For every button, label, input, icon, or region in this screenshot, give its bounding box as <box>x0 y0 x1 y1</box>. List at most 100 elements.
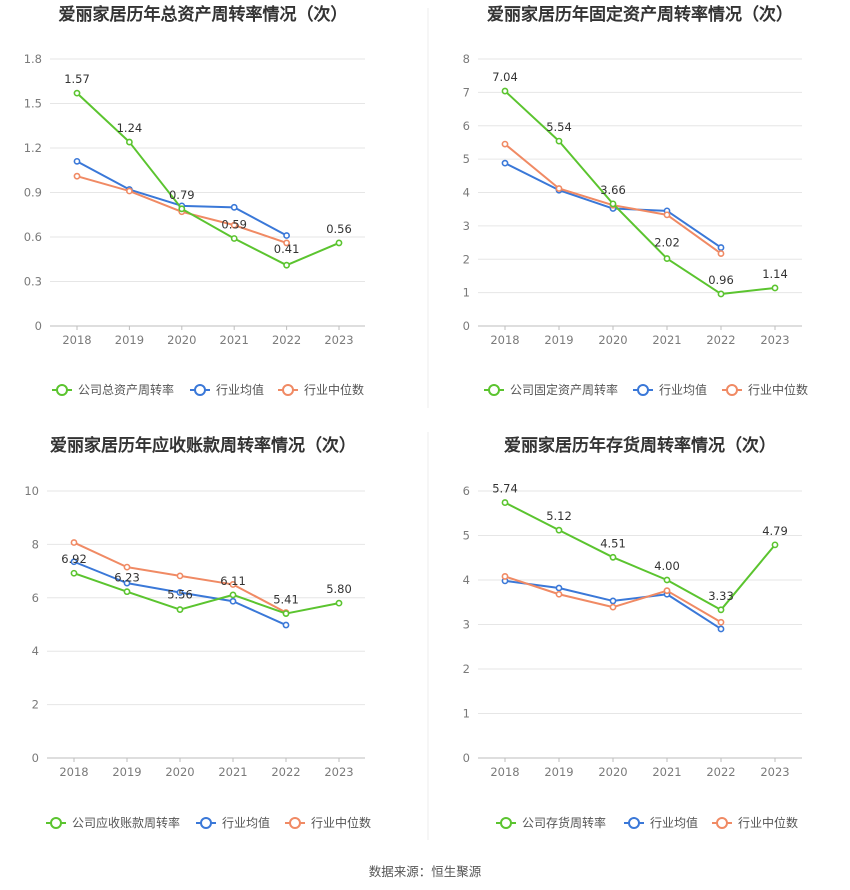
x-tick-label: 2023 <box>324 765 353 779</box>
data-label: 3.33 <box>708 589 734 603</box>
legend-label: 公司存货周转率 <box>522 815 606 830</box>
series-point-2 <box>717 244 725 251</box>
series-point-2 <box>501 159 509 167</box>
chart-panel-1: 爱丽家居历年总资产周转率情况（次） 0 0.3 0.6 0.9 1.2 1.5 1.8 2018… <box>24 4 365 397</box>
series-point-1 <box>609 553 617 561</box>
x-tick-label: 2020 <box>167 333 196 347</box>
legend-item-2: 行业均值 <box>190 382 264 397</box>
y-tick-label: 2 <box>32 698 39 712</box>
series-point-3 <box>717 250 725 257</box>
x-tick-label: 2020 <box>598 333 627 347</box>
source-note: 数据来源：恒生聚源 <box>369 864 482 879</box>
series-point-3 <box>663 211 671 219</box>
series-point-2 <box>230 203 238 211</box>
legend-swatch-marker <box>50 817 62 829</box>
y-tick-label: 5 <box>463 152 470 166</box>
series-point-3 <box>555 590 563 598</box>
series-point-1 <box>771 541 779 549</box>
data-label: 5.54 <box>546 120 572 134</box>
x-tick-label: 2018 <box>59 765 88 779</box>
legend-item-3: 行业中位数 <box>278 382 364 397</box>
legend-swatch-marker <box>716 817 728 829</box>
data-label: 5.12 <box>546 509 572 523</box>
y-tick-label: 7 <box>463 85 470 99</box>
series-point-3 <box>663 587 671 595</box>
series-point-3 <box>176 572 184 580</box>
data-label: 4.51 <box>600 536 626 550</box>
x-tick-label: 2023 <box>760 765 789 779</box>
legend-swatch-marker <box>282 384 294 396</box>
x-tick-label: 2021 <box>652 765 681 779</box>
series-line-1 <box>76 92 340 267</box>
series-line-3 <box>504 143 722 255</box>
y-tick-label: 4 <box>463 573 470 587</box>
x-tick-label: 2021 <box>218 765 247 779</box>
legend-item-3: 行业中位数 <box>712 815 798 830</box>
series-point-3 <box>230 221 238 229</box>
series-point-2 <box>70 558 78 566</box>
x-tick-label: 2019 <box>112 765 141 779</box>
x-tick-label: 2018 <box>62 333 91 347</box>
series-point-2 <box>73 157 81 165</box>
y-tick-label: 8 <box>32 537 39 551</box>
series-point-3 <box>501 140 509 148</box>
y-tick-label: 0.6 <box>24 230 42 244</box>
y-tick-label: 2 <box>463 662 470 676</box>
legend-item-3: 行业中位数 <box>722 382 808 397</box>
y-tick-label: 8 <box>463 52 470 66</box>
series-point-2 <box>717 625 725 633</box>
x-tick-label: 2019 <box>544 333 573 347</box>
legend-swatch-marker <box>637 384 649 396</box>
y-tick-label: 6 <box>32 591 39 605</box>
legend-item-2: 行业均值 <box>633 382 707 397</box>
y-tick-label: 1.2 <box>24 141 42 155</box>
y-tick-label: 0 <box>32 751 39 765</box>
legend-item-1: 公司总资产周转率 <box>52 382 174 397</box>
data-label: 6.92 <box>61 552 87 566</box>
x-tick-label: 2022 <box>706 333 735 347</box>
legend-swatch-marker <box>628 817 640 829</box>
y-tick-label: 0.3 <box>24 275 42 289</box>
data-label: 4.79 <box>762 524 788 538</box>
series-point-3 <box>717 618 725 626</box>
series-line-1 <box>504 501 776 611</box>
series-point-1 <box>73 89 81 97</box>
legend-item-2: 行业均值 <box>624 815 698 830</box>
legend-swatch-marker <box>488 384 500 396</box>
series-point-2 <box>229 597 237 605</box>
x-tick-label: 2022 <box>706 765 735 779</box>
legend-swatch-marker <box>194 384 206 396</box>
series-point-1 <box>717 290 725 298</box>
data-label: 1.24 <box>117 121 143 135</box>
series-point-1 <box>335 239 343 247</box>
y-tick-label: 1.5 <box>24 97 42 111</box>
legend-label: 行业中位数 <box>738 815 798 830</box>
data-label: 3.66 <box>600 183 626 197</box>
series-point-1 <box>663 255 671 262</box>
y-tick-label: 0 <box>463 751 470 765</box>
y-tick-label: 0 <box>35 319 42 333</box>
series-point-3 <box>125 187 133 195</box>
data-label: 0.79 <box>169 188 195 202</box>
legend-label: 行业中位数 <box>311 815 371 830</box>
series-point-3 <box>123 563 131 571</box>
legend-swatch-marker <box>56 384 68 396</box>
data-label: 0.59 <box>221 217 247 231</box>
series-point-1 <box>555 526 563 534</box>
legend-label: 行业中位数 <box>304 382 364 397</box>
x-tick-label: 2023 <box>324 333 353 347</box>
series-point-1 <box>230 235 238 242</box>
series-point-2 <box>609 597 617 605</box>
series-point-1 <box>125 138 133 146</box>
y-tick-label: 6 <box>463 484 470 498</box>
x-tick-label: 2022 <box>271 765 300 779</box>
series-point-3 <box>609 603 617 611</box>
legend-label: 公司应收账款周转率 <box>72 815 180 830</box>
y-tick-label: 4 <box>32 644 39 658</box>
x-tick-label: 2019 <box>544 765 573 779</box>
data-label: 2.02 <box>654 236 680 250</box>
y-tick-label: 0.9 <box>24 186 42 200</box>
series-point-1 <box>283 261 290 269</box>
data-label: 0.41 <box>274 242 300 256</box>
